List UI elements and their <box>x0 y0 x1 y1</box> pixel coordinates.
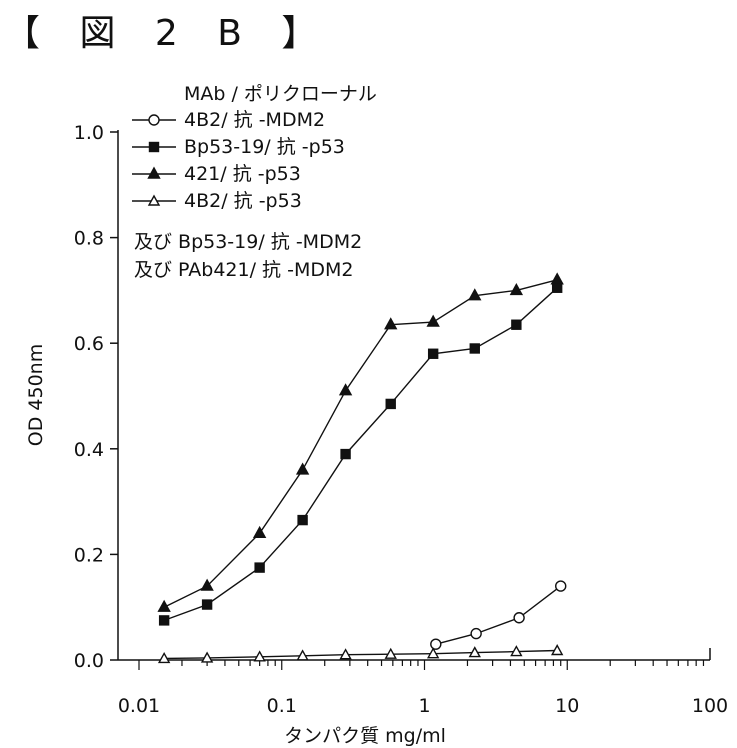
y-tick-label: 1.0 <box>74 122 104 144</box>
legend-label: 4B2/ 抗 -MDM2 <box>184 109 325 131</box>
legend-entry: 421/ 抗 -p53 <box>132 163 301 185</box>
x-tick-label: 0.1 <box>267 695 297 717</box>
y-tick-label: 0.6 <box>74 333 104 355</box>
data-point <box>553 283 562 292</box>
data-point <box>385 319 396 329</box>
chart-svg: 0.0 0.2 0.4 0.6 0.8 1.0 0.01 0.1 1 10 100 タンパク質 m… <box>0 0 737 748</box>
data-point <box>159 601 170 611</box>
legend-entry: 4B2/ 抗 -p53 <box>132 190 302 212</box>
y-tick-label: 0.2 <box>74 544 104 566</box>
legend-extra-2: 及び PAb421/ 抗 -MDM2 <box>134 259 353 281</box>
legend-extra-1: 及び Bp53-19/ 抗 -MDM2 <box>134 231 362 253</box>
data-point <box>203 600 212 609</box>
legend-marker <box>149 168 160 178</box>
x-ticks: 0.01 0.1 1 10 100 <box>118 660 728 717</box>
y-tick-label: 0.4 <box>74 439 104 461</box>
legend-label: 4B2/ 抗 -p53 <box>184 190 302 212</box>
legend-label: 421/ 抗 -p53 <box>184 163 301 185</box>
series-line <box>164 651 557 659</box>
data-point <box>386 399 395 408</box>
data-point <box>428 316 439 326</box>
legend-marker <box>149 115 159 125</box>
data-point <box>160 616 169 625</box>
data-point <box>471 629 481 639</box>
data-point <box>556 581 566 591</box>
x-tick-label: 1 <box>418 695 430 717</box>
series-1 <box>431 581 566 649</box>
data-point <box>298 516 307 525</box>
series-3 <box>159 274 563 611</box>
data-point <box>552 274 563 284</box>
x-tick-label: 0.01 <box>118 695 160 717</box>
data-point <box>341 450 350 459</box>
legend-marker <box>150 143 159 152</box>
x-axis-title: タンパク質 mg/ml <box>284 725 446 747</box>
series-layer <box>159 274 566 663</box>
data-point <box>512 320 521 329</box>
y-tick-label: 0.0 <box>74 650 104 672</box>
series-line <box>164 280 557 607</box>
legend-title: MAb / ポリクローナル <box>184 83 377 105</box>
y-ticks: 0.0 0.2 0.4 0.6 0.8 1.0 <box>74 122 118 672</box>
legend-entries: 4B2/ 抗 -MDM2 Bp53-19/ 抗 -p53 421/ 抗 -p53 4B… <box>132 109 345 212</box>
legend: MAb / ポリクローナル 4B2/ 抗 -MDM2 Bp53-19/ 抗 -p5… <box>132 83 377 281</box>
y-tick-label: 0.8 <box>74 228 104 250</box>
x-tick-label: 10 <box>555 695 579 717</box>
y-axis-title: OD 450nm <box>25 344 47 446</box>
legend-entry: 4B2/ 抗 -MDM2 <box>132 109 325 131</box>
x-tick-label: 100 <box>692 695 728 717</box>
legend-label: Bp53-19/ 抗 -p53 <box>184 136 345 158</box>
data-point <box>431 639 441 649</box>
data-point <box>470 344 479 353</box>
series-line <box>436 586 561 644</box>
legend-entry: Bp53-19/ 抗 -p53 <box>132 136 345 158</box>
data-point <box>297 464 308 474</box>
data-point <box>429 349 438 358</box>
data-point <box>514 613 524 623</box>
data-point <box>255 563 264 572</box>
